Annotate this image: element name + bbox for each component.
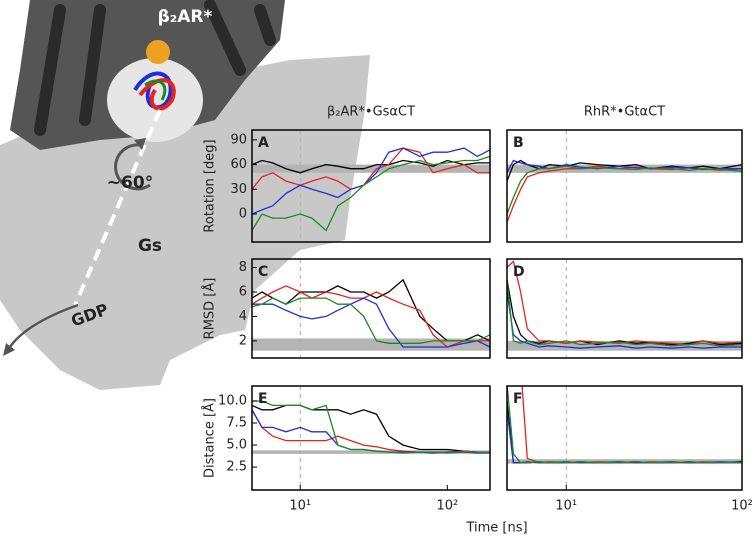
protein-label: Gs — [138, 236, 162, 256]
panel: B RhR*•GtαCT — [506, 105, 743, 243]
plot-area — [252, 130, 490, 242]
panel-label: C — [258, 264, 268, 280]
y-axis-label: Distance [Å] — [202, 398, 218, 478]
y-axis-label: RMSD [Å] — [202, 278, 218, 340]
y-tick-label: 8 — [239, 260, 247, 275]
series-line — [507, 386, 742, 464]
series-line — [521, 386, 742, 464]
y-tick-label: 0 — [239, 207, 247, 222]
rotation-arrow — [114, 143, 151, 191]
ct-helix — [144, 79, 167, 101]
panel-label: A — [258, 135, 269, 151]
y-tick-label: 6 — [239, 285, 247, 300]
panel-label: D — [513, 264, 525, 280]
panel: D — [506, 258, 743, 359]
plot-area — [507, 386, 742, 490]
ligand — [146, 40, 170, 64]
series-line — [252, 404, 490, 453]
panel-label: F — [513, 391, 523, 407]
panel-frame — [251, 258, 491, 359]
panel: C 2 4 6 8 RMSD [Å] — [202, 258, 491, 359]
panel-label: B — [513, 135, 524, 151]
illustration: β₂AR* ~60° Gs GDP — [0, 0, 370, 390]
x-tick-label: 10² — [436, 499, 458, 514]
x-tick-label: 10¹ — [289, 499, 311, 514]
column-title: RhR*•GtαCT — [584, 105, 665, 120]
series-line — [252, 297, 490, 344]
series-line — [507, 159, 742, 182]
series-line — [507, 165, 742, 215]
y-tick-label: 60 — [230, 157, 247, 172]
panel-frame — [506, 258, 743, 359]
panel-frame — [251, 385, 491, 491]
y-axis-label: Rotation [deg] — [203, 139, 218, 232]
y-tick-label: 90 — [230, 132, 247, 147]
series-line — [507, 279, 742, 347]
series-line — [252, 400, 490, 454]
series-line — [507, 400, 742, 464]
ct-helix — [133, 71, 173, 110]
arrow-head — [3, 343, 15, 356]
series-line — [252, 297, 490, 348]
series-line — [507, 159, 742, 174]
series-line — [507, 291, 742, 349]
y-tick-label: 7.5 — [226, 416, 247, 431]
series-line — [252, 159, 490, 174]
helices — [34, 0, 276, 136]
plot-area — [507, 259, 742, 358]
panel-label: E — [258, 391, 268, 407]
series-line — [252, 285, 490, 348]
x-tick-label: 10² — [731, 499, 753, 514]
y-tick-label: 30 — [230, 182, 247, 197]
panel: F 10¹ 10² — [506, 385, 753, 514]
series-line — [252, 155, 490, 232]
panel: A 0 30 60 90 β₂AR*•GsαCT Rotation [deg] — [203, 105, 491, 243]
plot-area — [252, 386, 490, 490]
axis-line — [73, 109, 162, 306]
reference-band — [507, 340, 742, 351]
y-tick-label: 2 — [239, 333, 247, 348]
panel-frame — [506, 385, 743, 491]
x-tick-label: 10¹ — [555, 499, 577, 514]
series-line — [507, 260, 742, 346]
y-tick-label: 5.0 — [226, 438, 247, 453]
series-line — [507, 279, 742, 346]
release-arrow — [6, 303, 79, 351]
arrow-head — [134, 138, 146, 150]
x-axis-label: Time [ns] — [465, 521, 527, 536]
receptor-label: β₂AR* — [158, 7, 213, 27]
panel: E 2.5 5.0 7.5 10.0 10¹ 10² Distance [Å] — [202, 385, 491, 514]
plot-area — [252, 259, 490, 358]
y-tick-label: 2.5 — [226, 460, 247, 475]
plot-area — [507, 130, 742, 242]
panel-frame — [251, 129, 491, 243]
y-tick-label: 4 — [239, 309, 247, 324]
angle-label: ~60° — [107, 173, 153, 193]
y-tick-label: 10.0 — [218, 393, 247, 408]
column-title: β₂AR*•GsαCT — [327, 105, 415, 120]
binding-pocket — [107, 58, 203, 142]
series-line — [507, 165, 742, 223]
reference-band — [252, 164, 490, 173]
panel-frame — [506, 129, 743, 243]
reference-band — [507, 459, 742, 464]
series-line — [507, 409, 742, 464]
reference-band — [252, 450, 490, 454]
